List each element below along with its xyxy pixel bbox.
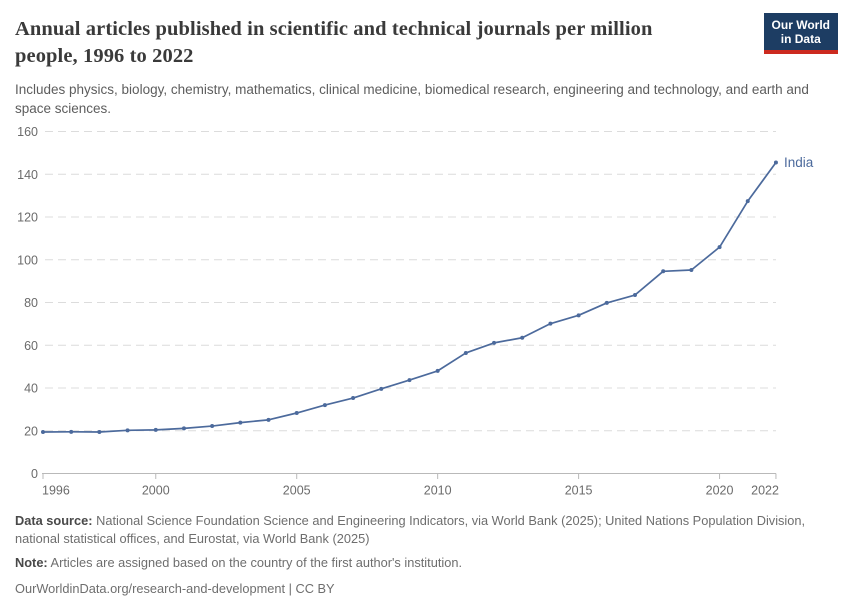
- subtitle: Includes physics, biology, chemistry, ma…: [15, 82, 809, 116]
- x-axis-tick-label: 2005: [283, 484, 311, 498]
- data-point[interactable]: [548, 321, 553, 326]
- data-point[interactable]: [492, 340, 497, 345]
- owid-logo-line1: Our World: [771, 18, 830, 32]
- series-label-india[interactable]: India: [784, 155, 814, 170]
- data-point[interactable]: [520, 335, 525, 340]
- x-axis-tick-label: 2000: [142, 484, 170, 498]
- data-point[interactable]: [322, 403, 327, 408]
- chart-area: 0 20 40 60 80 100 120 140 160 1996 2000 2005 2010 201…: [0, 118, 850, 510]
- data-point[interactable]: [717, 245, 722, 250]
- data-point[interactable]: [435, 368, 440, 373]
- note-text: Note: Articles are assigned based on the…: [15, 555, 463, 570]
- data-point[interactable]: [463, 350, 468, 355]
- data-point[interactable]: [238, 420, 243, 425]
- data-source-label: Data source:: [15, 513, 93, 528]
- data-point[interactable]: [69, 429, 74, 434]
- data-point[interactable]: [576, 313, 581, 318]
- owid-logo-line2: in Data: [780, 32, 821, 46]
- y-axis-tick-label: 140: [17, 168, 38, 182]
- data-point[interactable]: [407, 378, 412, 383]
- data-point[interactable]: [745, 199, 750, 204]
- page-title: Annual articles published in scientific …: [15, 18, 653, 67]
- y-axis-tick-label: 60: [24, 339, 38, 353]
- x-axis-tick-label: 1996: [42, 484, 70, 498]
- data-point[interactable]: [153, 427, 158, 432]
- line-chart: 0 20 40 60 80 100 120 140 160 1996 2000 2005 2010 201…: [17, 125, 814, 498]
- owid-logo[interactable]: Our World in Data: [763, 13, 838, 54]
- chart-footer: Data source: National Science Foundation…: [15, 512, 835, 598]
- data-point[interactable]: [181, 426, 186, 431]
- data-point[interactable]: [689, 268, 694, 273]
- data-point[interactable]: [125, 428, 130, 433]
- y-axis-tick-label: 80: [24, 296, 38, 310]
- data-point[interactable]: [294, 411, 299, 416]
- data-point[interactable]: [351, 396, 356, 401]
- y-axis-tick-label: 20: [24, 424, 38, 438]
- note-label: Note:: [15, 555, 48, 570]
- data-point[interactable]: [773, 160, 778, 165]
- data-point[interactable]: [379, 386, 384, 391]
- chart-header: Annual articles published in scientific …: [15, 13, 838, 118]
- data-source-text: Data source: National Science Foundation…: [15, 513, 806, 546]
- y-axis-tick-label: 120: [17, 211, 38, 225]
- data-point[interactable]: [604, 300, 609, 305]
- x-axis-tick-label: 2022: [751, 484, 779, 498]
- citation-link[interactable]: OurWorldinData.org/research-and-developm…: [15, 581, 335, 596]
- data-point[interactable]: [41, 430, 45, 435]
- india-trend-line[interactable]: [42, 161, 777, 433]
- data-point[interactable]: [210, 424, 215, 429]
- data-point[interactable]: [661, 269, 666, 274]
- x-axis-tick-label: 2010: [424, 484, 452, 498]
- x-axis-tick-label: 2020: [706, 484, 734, 498]
- y-axis-tick-label: 40: [24, 382, 38, 396]
- data-point[interactable]: [632, 293, 637, 298]
- data-point[interactable]: [97, 430, 102, 435]
- y-axis-tick-label: 100: [17, 253, 38, 267]
- x-axis-tick-label: 2015: [565, 484, 593, 498]
- y-axis-tick-label: 0: [31, 467, 38, 481]
- data-point[interactable]: [266, 417, 271, 422]
- y-axis-tick-label: 160: [17, 125, 38, 139]
